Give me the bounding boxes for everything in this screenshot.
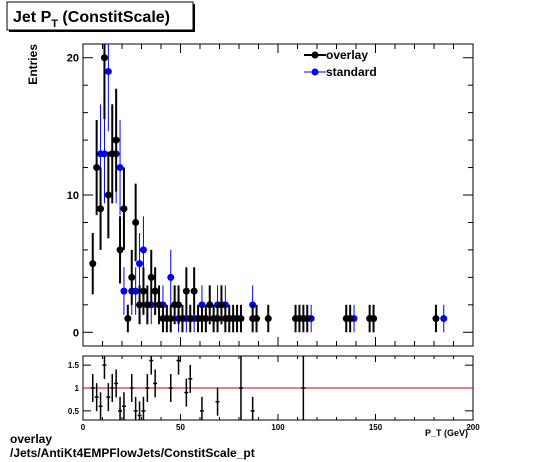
ratio-axes: 0 50 100 150 200 0.5 1 1.5 — [68, 356, 480, 432]
data-point-overlay — [178, 315, 186, 323]
ratio-point — [90, 374, 95, 402]
data-point-overlay — [120, 205, 128, 213]
legend: overlay standard — [304, 48, 377, 79]
x-axis-label: P_T (GeV) — [425, 428, 468, 438]
ratio-point — [215, 387, 220, 416]
data-point-overlay — [186, 315, 194, 323]
data-point-standard — [120, 287, 128, 295]
ratio-point — [168, 374, 173, 402]
ratio-y-tick-label: 0.5 — [68, 407, 80, 416]
data-point-overlay — [370, 315, 378, 323]
legend-label-overlay: overlay — [326, 48, 368, 62]
ratio-layer — [90, 356, 306, 420]
data-point-overlay — [97, 205, 105, 213]
data-point-standard — [104, 67, 112, 75]
data-point-overlay — [175, 301, 183, 309]
data-point-overlay — [147, 273, 155, 281]
data-point-overlay — [167, 315, 175, 323]
ratio-point — [145, 374, 150, 402]
main-axes: 0 10 20 — [67, 44, 474, 346]
data-point-standard — [116, 164, 124, 172]
ratio-point — [137, 401, 142, 420]
ratio-point — [121, 392, 126, 420]
data-point-overlay — [206, 301, 214, 309]
ratio-point — [141, 396, 146, 420]
ratio-point — [102, 356, 107, 380]
ratio-point — [153, 369, 158, 398]
data-point-overlay — [108, 150, 116, 158]
y-tick-label: 0 — [73, 327, 79, 339]
ratio-point — [301, 356, 306, 420]
data-point-overlay — [237, 315, 245, 323]
data-point-overlay — [136, 301, 144, 309]
ratio-point — [199, 396, 204, 420]
data-point-overlay — [346, 315, 354, 323]
ratio-point — [114, 369, 119, 398]
data-point-overlay — [253, 315, 261, 323]
ratio-point — [110, 374, 115, 402]
ratio-point — [98, 392, 103, 420]
ratio-point — [250, 396, 255, 420]
chart-title: Jet PT (ConstitScale) — [13, 9, 170, 30]
y-tick-label: 10 — [67, 190, 79, 202]
ratio-point — [184, 378, 189, 407]
ratio-y-tick-label: 1 — [75, 384, 80, 393]
y-tick-label: 20 — [67, 53, 79, 65]
data-point-standard — [136, 260, 144, 268]
footer-line-1: overlay — [10, 432, 53, 446]
x-tick-label: 0 — [81, 423, 86, 432]
x-tick-label: 100 — [271, 423, 285, 432]
data-point-standard — [139, 246, 147, 254]
ratio-point — [133, 396, 138, 420]
data-point-overlay — [124, 315, 132, 323]
ratio-point — [106, 383, 111, 412]
series-overlay — [89, 44, 440, 333]
data-point-overlay — [217, 301, 225, 309]
ratio-point — [149, 356, 154, 375]
series-layer — [89, 44, 448, 333]
ratio-point — [129, 374, 134, 402]
data-point-overlay — [89, 260, 97, 268]
data-point-overlay — [214, 315, 222, 323]
data-point-overlay — [432, 315, 440, 323]
data-point-overlay — [100, 54, 108, 62]
data-point-overlay — [116, 246, 124, 254]
data-point-overlay — [132, 218, 140, 226]
data-point-standard — [132, 287, 140, 295]
data-point-overlay — [93, 164, 101, 172]
data-point-overlay — [182, 287, 190, 295]
data-point-overlay — [155, 301, 163, 309]
data-point-overlay — [139, 287, 147, 295]
ratio-point — [176, 356, 181, 375]
data-point-overlay — [151, 287, 159, 295]
ratio-point — [94, 383, 99, 412]
title-box: Jet PT (ConstitScale) — [6, 1, 195, 32]
data-point-overlay — [190, 287, 198, 295]
series-standard — [97, 44, 448, 333]
data-point-overlay — [128, 273, 136, 281]
footer-line-2: /Jets/AntiKt4EMPFlowJets/ConstitScale_pt — [10, 446, 255, 460]
data-point-overlay — [143, 301, 151, 309]
data-point-overlay — [303, 315, 311, 323]
ratio-point — [238, 356, 243, 420]
x-tick-label: 200 — [466, 423, 480, 432]
x-tick-label: 150 — [369, 423, 383, 432]
x-tick-label: 50 — [176, 423, 185, 432]
data-point-overlay — [202, 315, 210, 323]
y-axis-label: Entries — [26, 44, 40, 85]
main-plot-frame — [82, 43, 474, 347]
data-point-overlay — [112, 136, 120, 144]
data-point-standard — [100, 150, 108, 158]
legend-entry-standard: standard — [304, 65, 377, 79]
ratio-y-tick-label: 1.5 — [68, 361, 80, 370]
legend-label-standard: standard — [326, 65, 377, 79]
ratio-point — [188, 364, 193, 393]
legend-entry-overlay: overlay — [304, 48, 368, 62]
data-point-standard — [440, 315, 448, 323]
ratio-point — [118, 396, 123, 420]
data-point-overlay — [104, 191, 112, 199]
data-point-standard — [167, 273, 175, 281]
data-point-overlay — [264, 315, 272, 323]
